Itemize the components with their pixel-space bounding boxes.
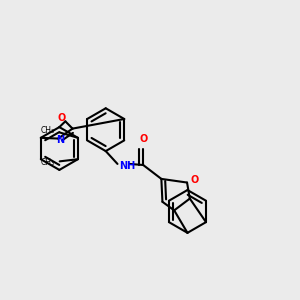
Text: O: O	[190, 175, 198, 185]
Text: NH: NH	[119, 161, 135, 171]
Text: N: N	[56, 135, 64, 145]
Text: CH₃: CH₃	[40, 158, 54, 167]
Text: O: O	[58, 113, 66, 123]
Text: O: O	[139, 134, 147, 144]
Text: CH₃: CH₃	[40, 127, 54, 136]
